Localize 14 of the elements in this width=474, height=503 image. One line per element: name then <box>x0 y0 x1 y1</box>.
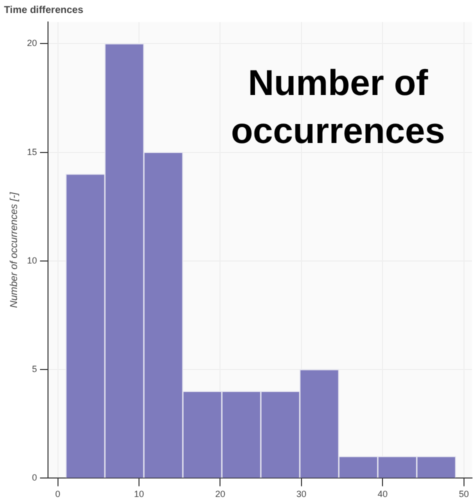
x-tick-label: 30 <box>296 489 306 500</box>
x-tick-label: 0 <box>55 489 60 500</box>
x-tick-label: 20 <box>215 489 226 500</box>
chart-title: Time differences <box>4 4 84 16</box>
y-tick-label: 5 <box>32 364 38 374</box>
y-axis-title: Number of occurrences [-] <box>8 192 20 308</box>
y-tick-label: 20 <box>26 38 38 48</box>
annotation: Number of occurrences <box>230 62 446 151</box>
x-tick-label: 40 <box>378 489 388 500</box>
y-tick-label: 10 <box>26 255 38 266</box>
x-tick-label: 50 <box>458 489 469 500</box>
x-tick-label: 10 <box>134 489 144 500</box>
y-tick-label: 15 <box>26 146 38 157</box>
y-tick-label: 0 <box>32 472 38 483</box>
